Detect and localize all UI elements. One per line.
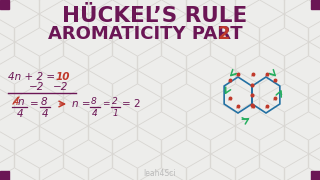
- Text: 8: 8: [91, 97, 97, 106]
- Text: 4: 4: [92, 109, 98, 118]
- Text: 2: 2: [112, 97, 118, 106]
- Bar: [311, 171, 320, 180]
- Text: −2: −2: [53, 82, 68, 92]
- Text: =: =: [30, 99, 39, 109]
- Text: HÜCKEL’S RULE: HÜCKEL’S RULE: [62, 6, 248, 26]
- Text: 8: 8: [41, 97, 48, 107]
- Text: leah4Sci: leah4Sci: [144, 168, 176, 177]
- Text: 4: 4: [42, 109, 49, 119]
- Text: 1: 1: [113, 109, 119, 118]
- Text: 2: 2: [218, 25, 230, 43]
- Text: 10: 10: [56, 72, 70, 82]
- Text: 4: 4: [13, 97, 20, 107]
- Text: 4: 4: [17, 109, 24, 119]
- Text: −2: −2: [29, 82, 44, 92]
- Text: 4n + 2 =: 4n + 2 =: [8, 72, 58, 82]
- Text: n: n: [18, 97, 25, 107]
- Bar: [0, 0, 9, 9]
- Bar: [311, 0, 320, 9]
- Text: = 2: = 2: [122, 99, 140, 109]
- Text: =: =: [102, 99, 109, 108]
- Text: AROMATICITY PART: AROMATICITY PART: [48, 25, 248, 43]
- Text: n =: n =: [72, 99, 91, 109]
- Bar: [0, 171, 9, 180]
